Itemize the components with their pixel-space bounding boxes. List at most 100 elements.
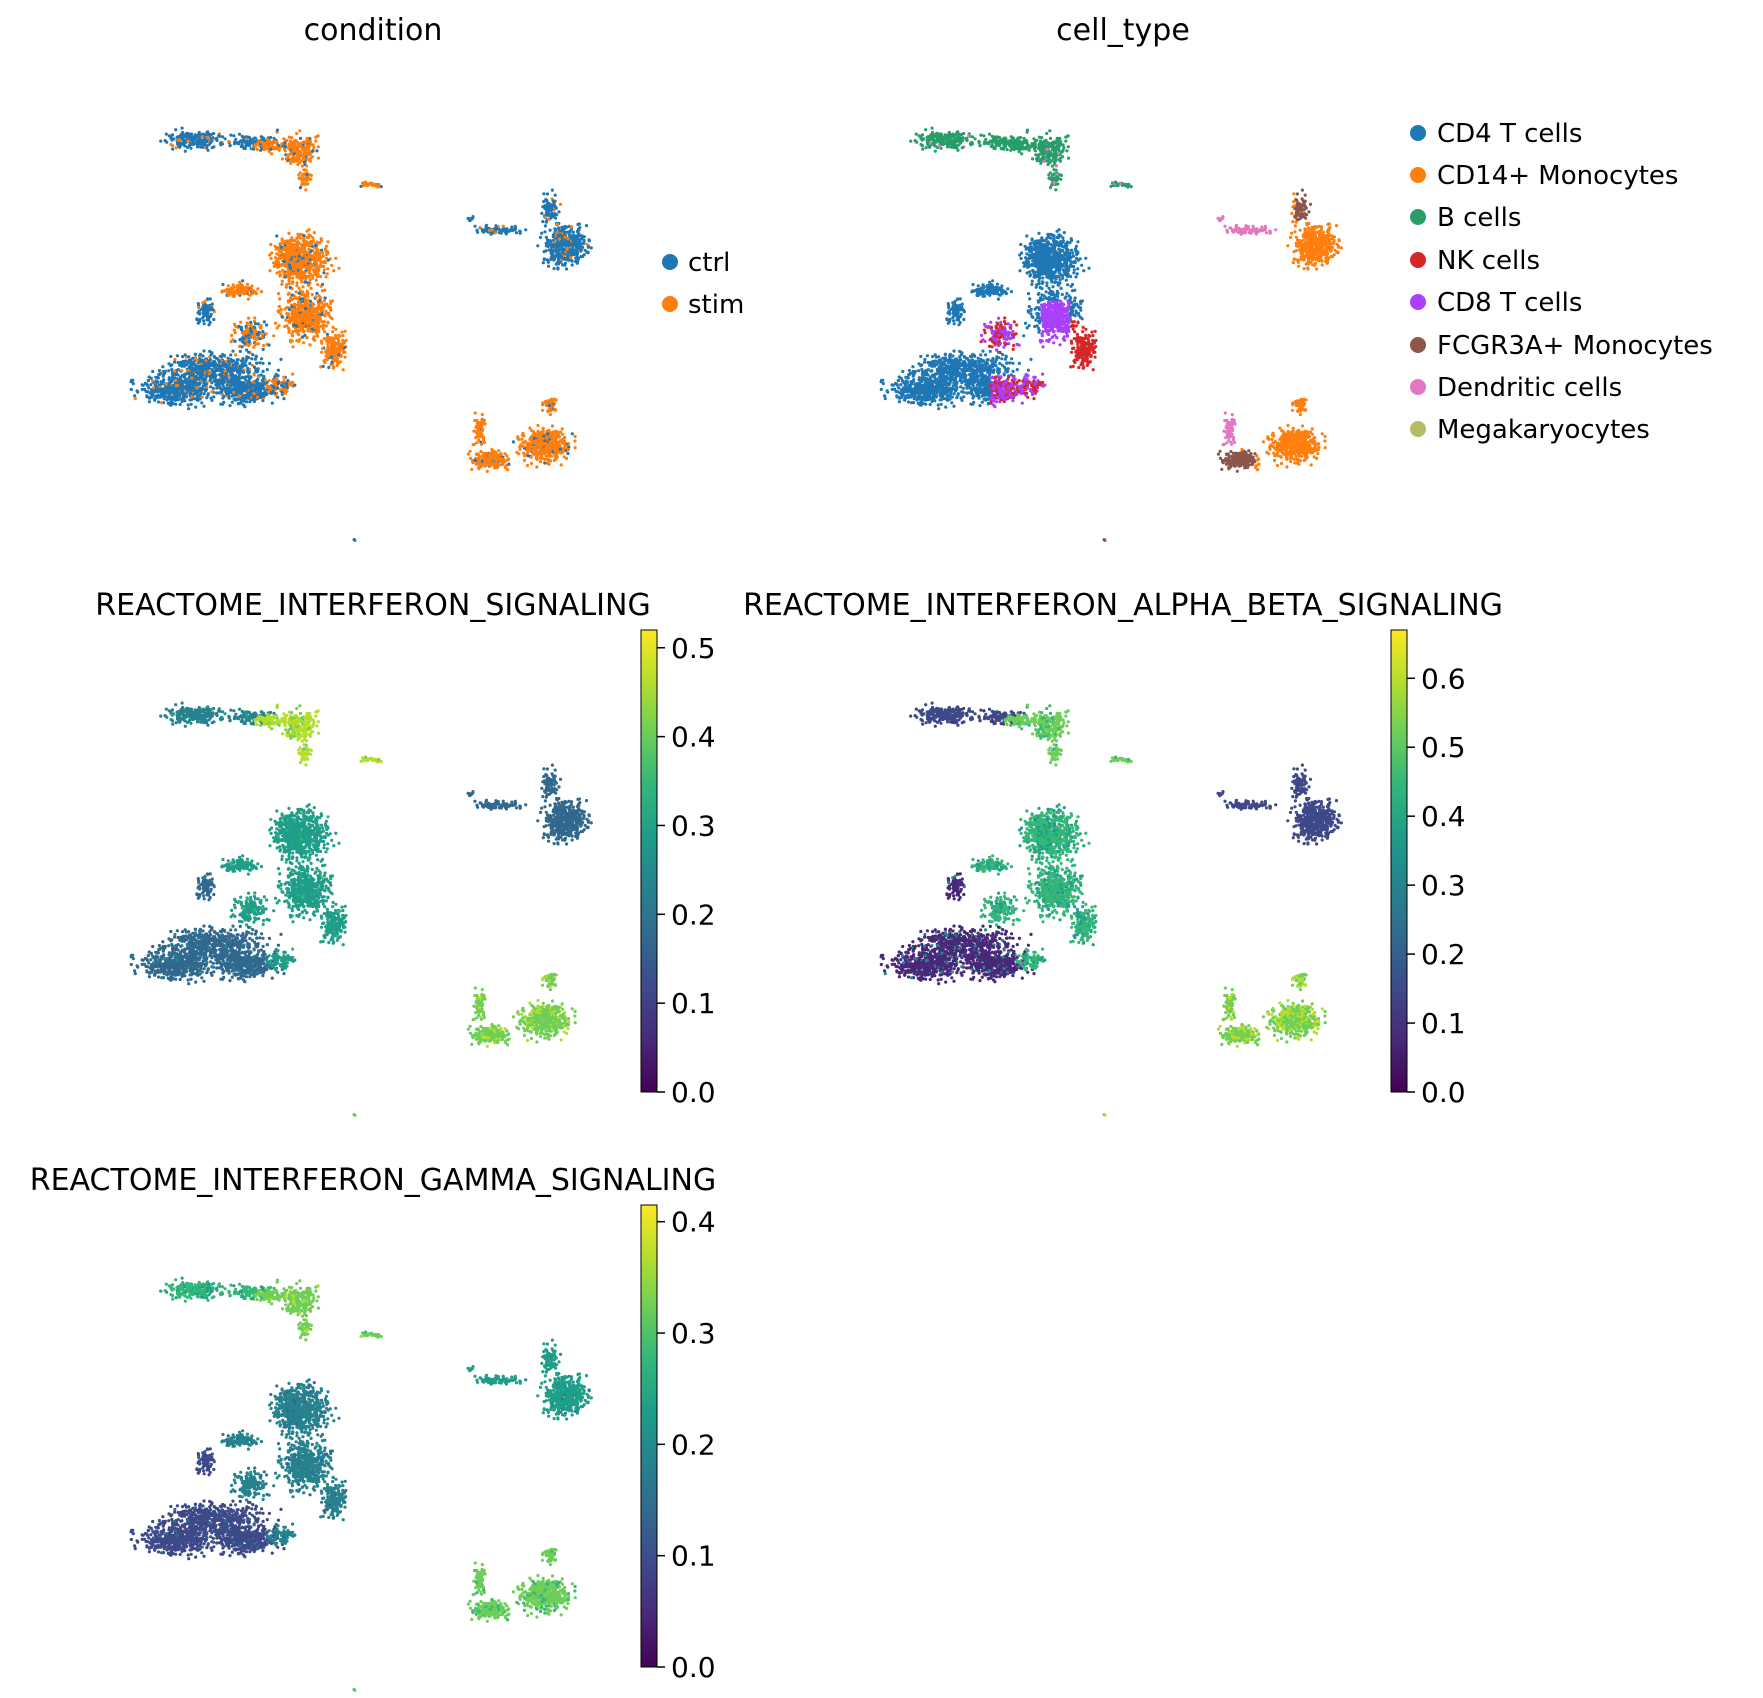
- cell-point: [276, 309, 280, 313]
- cell-point: [258, 361, 262, 365]
- cell-point: [229, 133, 233, 137]
- cell-point: [329, 344, 333, 348]
- cell-point: [280, 255, 284, 259]
- cell-point: [242, 370, 246, 374]
- cell-point: [308, 156, 312, 161]
- cell-point: [584, 224, 589, 228]
- cell-point: [244, 328, 249, 332]
- cell-point: [190, 381, 194, 385]
- cell-point: [252, 365, 257, 369]
- cell-point: [543, 457, 547, 461]
- cell-point: [244, 334, 248, 338]
- cell-point: [155, 386, 159, 390]
- cell-point: [319, 284, 323, 288]
- cell-point: [489, 451, 493, 455]
- cell-point: [548, 228, 552, 232]
- cell-point: [167, 376, 171, 380]
- cell-point: [295, 275, 299, 279]
- cell-point: [560, 427, 564, 431]
- cell-point: [229, 288, 233, 292]
- cell-point: [248, 386, 252, 390]
- cell-point: [325, 272, 329, 276]
- cell-point: [560, 225, 564, 229]
- cell-point: [206, 136, 210, 140]
- cell-point: [559, 255, 564, 259]
- cell-point: [261, 391, 265, 395]
- cell-point: [169, 387, 173, 391]
- cell-point: [324, 244, 328, 248]
- cell-point: [278, 297, 282, 301]
- cell-point: [260, 357, 264, 361]
- cell-point: [170, 144, 175, 148]
- cell-point: [252, 392, 256, 396]
- cell-point: [221, 364, 225, 368]
- cell-point: [209, 353, 213, 357]
- cell-point: [275, 140, 279, 144]
- cell-point: [192, 368, 197, 372]
- cell-point: [190, 386, 194, 390]
- cell-point: [317, 302, 321, 306]
- cell-point: [330, 349, 334, 353]
- cell-point: [197, 130, 201, 135]
- cell-point: [473, 458, 477, 462]
- cell-point: [175, 142, 180, 146]
- cell-point: [513, 226, 517, 230]
- cell-point: [321, 304, 325, 308]
- cell-point: [331, 366, 335, 370]
- cell-point: [321, 323, 325, 327]
- cell-point: [329, 340, 333, 345]
- cell-point: [215, 136, 219, 140]
- cell-point: [549, 454, 554, 458]
- cell-point: [246, 366, 250, 371]
- cell-point: [256, 287, 260, 291]
- cell-point: [325, 249, 329, 253]
- cell-point: [202, 304, 206, 308]
- cell-point: [514, 231, 519, 235]
- cell-point: [315, 263, 319, 268]
- cell-point: [298, 267, 303, 271]
- cell-point: [245, 286, 250, 290]
- cell-point: [234, 366, 238, 370]
- cell-point: [246, 139, 250, 143]
- cell-point: [330, 360, 334, 365]
- cell-point: [326, 345, 330, 349]
- cell-point: [283, 149, 287, 153]
- cell-point: [299, 323, 304, 327]
- cell-point: [540, 211, 544, 215]
- cell-point: [212, 395, 216, 399]
- cell-point: [244, 358, 248, 362]
- cell-point: [582, 238, 586, 242]
- cell-point: [173, 360, 177, 364]
- cell-point: [536, 423, 540, 428]
- cell-point: [570, 263, 574, 267]
- cell-point: [554, 451, 558, 455]
- cell-point: [269, 242, 273, 247]
- cell-point: [295, 284, 299, 288]
- cell-point: [170, 138, 174, 142]
- cell-point: [309, 242, 313, 246]
- cell-point: [314, 243, 318, 248]
- cell-point: [556, 267, 560, 271]
- cell-point: [483, 464, 487, 468]
- cell-point: [316, 251, 320, 255]
- cell-point: [174, 146, 178, 150]
- cell-point: [289, 151, 293, 155]
- cell-point: [490, 228, 494, 232]
- cell-point: [490, 447, 494, 452]
- cell-point: [182, 361, 186, 365]
- cell-point: [490, 460, 494, 464]
- cell-point: [540, 231, 544, 235]
- cell-point: [542, 250, 546, 254]
- cell-point: [306, 182, 310, 186]
- cell-point: [311, 316, 315, 320]
- cell-point: [288, 146, 292, 150]
- cell-point: [321, 251, 325, 255]
- cell-point: [504, 464, 508, 468]
- cell-point: [290, 293, 294, 297]
- cell-point: [575, 229, 580, 234]
- cell-point: [249, 320, 253, 324]
- cell-point: [183, 380, 187, 384]
- cell-point: [326, 338, 330, 343]
- cell-point: [167, 362, 171, 366]
- cell-point: [493, 231, 498, 235]
